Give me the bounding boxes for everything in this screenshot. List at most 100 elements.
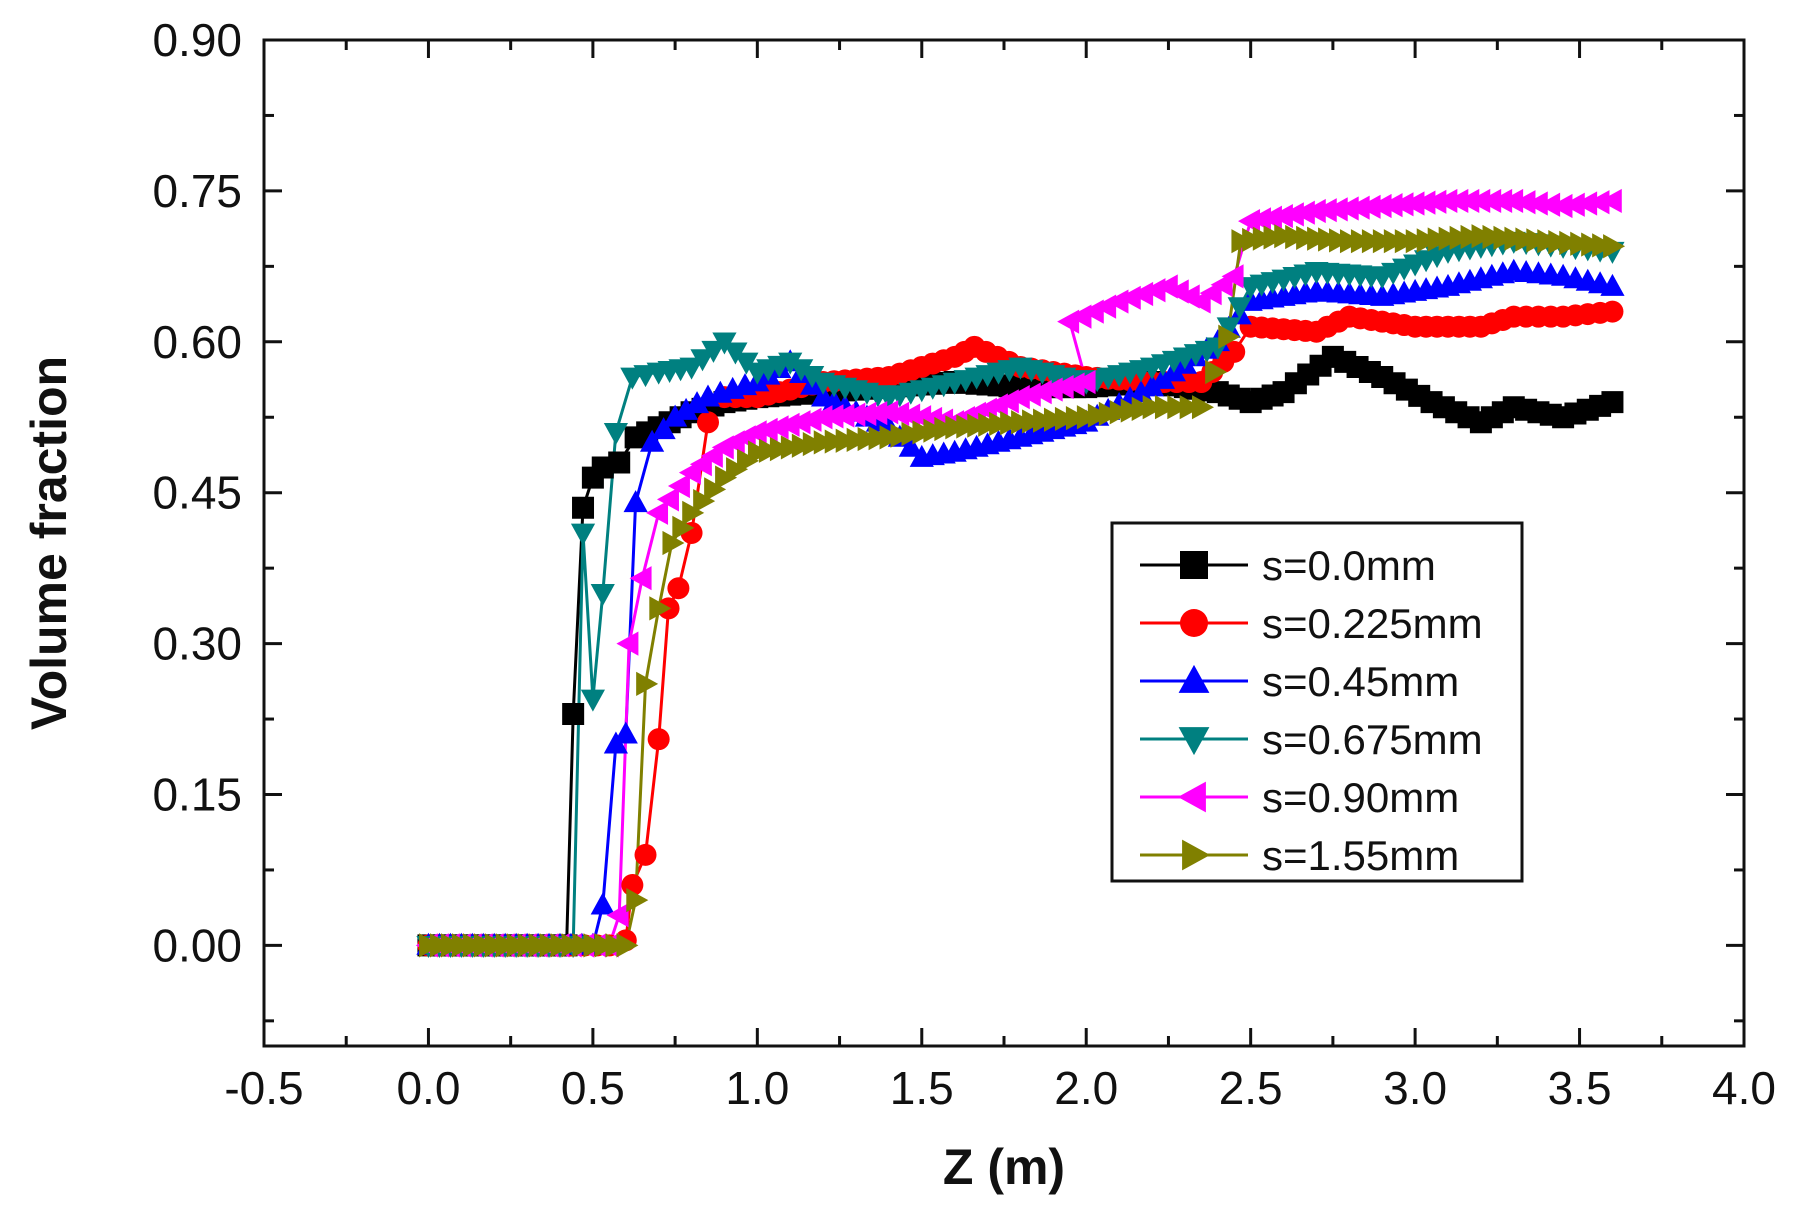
data-point-4 — [1314, 198, 1337, 223]
data-point-2 — [1150, 366, 1176, 389]
data-point-5 — [1142, 395, 1165, 420]
data-point-3 — [701, 340, 726, 363]
axis-ticks: -0.5 0.0 0.5 1.0 1.5 2.0 2.5 3.0 3.5 4.0 0.00 0.15 0… — [152, 14, 1776, 1114]
data-point-2 — [639, 429, 665, 452]
data-point-4 — [1575, 191, 1598, 216]
data-point-4 — [1062, 372, 1085, 397]
data-point-4 — [854, 401, 877, 426]
x-tick-label: 2.0 — [1054, 1062, 1118, 1114]
data-point-1 — [697, 411, 719, 434]
legend-marker — [1182, 839, 1211, 871]
data-point-0 — [608, 451, 631, 474]
data-point-5 — [616, 933, 639, 958]
data-point-4 — [606, 903, 629, 928]
data-point-4 — [799, 407, 822, 432]
x-tick-label: 0.5 — [561, 1062, 625, 1114]
data-point-5 — [636, 671, 659, 696]
data-point-4 — [1550, 193, 1573, 219]
x-tick-label: 0.0 — [396, 1062, 460, 1114]
legend: s=0.0mm s=0.225mm s=0.45mm s=0.675mm s=0.90m… — [1110, 521, 1524, 883]
data-point-5 — [626, 888, 649, 913]
data-point-5 — [1603, 234, 1626, 259]
data-point-4 — [1248, 207, 1271, 232]
data-point-4 — [1424, 189, 1447, 214]
data-point-3 — [679, 357, 704, 380]
data-point-4 — [1270, 203, 1293, 229]
legend-label: s=0.225mm — [1262, 600, 1483, 647]
data-point-4 — [832, 403, 855, 428]
y-tick-label: 0.75 — [152, 165, 242, 217]
data-point-4 — [1538, 192, 1561, 217]
data-point-0 — [572, 496, 595, 519]
data-point-4 — [887, 401, 910, 426]
data-point-5 — [1191, 395, 1214, 420]
y-axis-title: Volume fraction — [21, 356, 77, 730]
data-point-4 — [1259, 205, 1282, 230]
data-point-2 — [898, 434, 923, 457]
legend-box — [1110, 521, 1524, 883]
legend-label: s=0.90mm — [1262, 774, 1459, 821]
data-point-4 — [865, 400, 888, 426]
data-point-2 — [651, 417, 676, 440]
data-point-2 — [1600, 273, 1625, 296]
data-point-4 — [1336, 196, 1359, 221]
legend-label: s=1.55mm — [1262, 832, 1459, 879]
data-point-3 — [580, 689, 605, 712]
data-point-4 — [656, 487, 679, 512]
y-tick-label: 0.00 — [152, 919, 242, 971]
data-point-1 — [647, 728, 670, 751]
series-markers — [415, 188, 1626, 959]
x-tick-label: 2.5 — [1219, 1062, 1283, 1114]
data-point-4 — [1369, 193, 1392, 219]
data-point-4 — [1402, 191, 1425, 216]
data-point-2 — [613, 721, 638, 744]
data-point-4 — [1599, 188, 1622, 214]
data-point-3 — [800, 365, 825, 388]
data-point-2 — [623, 490, 648, 513]
data-point-4 — [1051, 374, 1074, 400]
data-point-0 — [562, 703, 585, 726]
legend-marker — [1180, 609, 1208, 637]
x-axis-title: Z (m) — [943, 1139, 1065, 1195]
data-point-4 — [1325, 197, 1348, 222]
y-tick-label: 0.30 — [152, 618, 242, 670]
x-tick-label: 3.5 — [1548, 1062, 1612, 1114]
data-point-4 — [1221, 264, 1244, 289]
data-point-4 — [744, 420, 767, 445]
legend-marker — [1178, 727, 1210, 756]
data-point-4 — [788, 410, 811, 435]
data-point-2 — [684, 391, 710, 414]
data-point-4 — [755, 417, 778, 442]
data-point-4 — [843, 402, 866, 427]
x-tick-label: -0.5 — [224, 1062, 303, 1114]
data-point-4 — [876, 400, 899, 425]
data-point-4 — [1391, 192, 1414, 217]
data-point-4 — [1525, 191, 1548, 216]
data-point-5 — [672, 515, 695, 541]
data-point-4 — [777, 412, 800, 437]
data-point-3 — [690, 349, 715, 372]
data-point-1 — [667, 577, 690, 600]
legend-marker — [1180, 551, 1208, 579]
data-point-2 — [663, 404, 688, 427]
x-tick-label: 3.0 — [1383, 1062, 1447, 1114]
legend-label: s=0.45mm — [1262, 658, 1459, 705]
data-point-4 — [1238, 208, 1261, 234]
data-point-3 — [590, 583, 615, 606]
data-point-3 — [603, 422, 629, 445]
data-point-4 — [1040, 377, 1063, 402]
data-point-4 — [1292, 200, 1315, 225]
data-point-4 — [1303, 198, 1326, 224]
data-point-3 — [570, 523, 596, 546]
data-point-3 — [1216, 317, 1241, 340]
data-point-4 — [616, 631, 639, 656]
data-point-3 — [1227, 297, 1252, 320]
data-point-4 — [1018, 382, 1041, 407]
data-point-4 — [1513, 190, 1536, 215]
data-point-3 — [789, 359, 814, 382]
data-point-4 — [810, 405, 833, 430]
data-point-5 — [662, 530, 685, 556]
data-point-4 — [1007, 385, 1030, 410]
data-point-0 — [1601, 391, 1624, 414]
